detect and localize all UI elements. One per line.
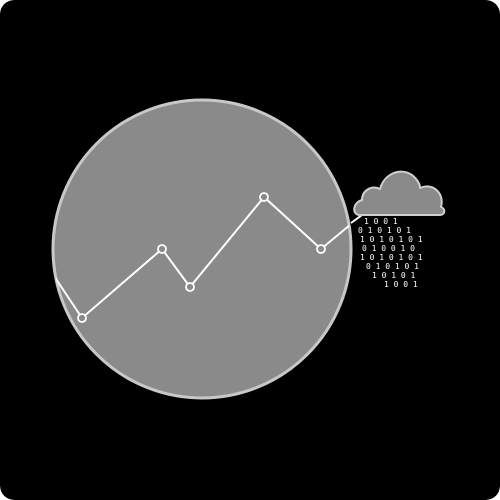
graph-point: [157, 244, 167, 254]
line-graph-icon: [53, 192, 363, 323]
graph-line-extension: [350, 214, 363, 224]
cloud-icon: [353, 170, 446, 216]
binary-row: 1 0 1 0 1 0 1: [360, 235, 423, 244]
graph-point: [316, 244, 326, 254]
binary-row: 1 0 1 0 1: [372, 271, 416, 280]
binary-row: 0 1 0 1 0 1: [358, 226, 411, 235]
graph-point: [259, 192, 269, 202]
binary-row: 0 1 0 0 1 0: [362, 244, 415, 253]
graph-point: [185, 282, 195, 292]
binary-rain-icon: 1 0 0 10 1 0 1 0 11 0 1 0 1 0 10 1 0 0 1…: [358, 217, 423, 289]
globe-circle-icon: [51, 98, 353, 400]
binary-row: 1 0 1 0 1 0 1: [360, 253, 423, 262]
binary-row: 0 1 0 1 0 1: [366, 262, 419, 271]
graph-point: [77, 313, 87, 323]
binary-row: 1 0 0 1: [384, 280, 418, 289]
binary-row: 1 0 0 1: [364, 217, 398, 226]
